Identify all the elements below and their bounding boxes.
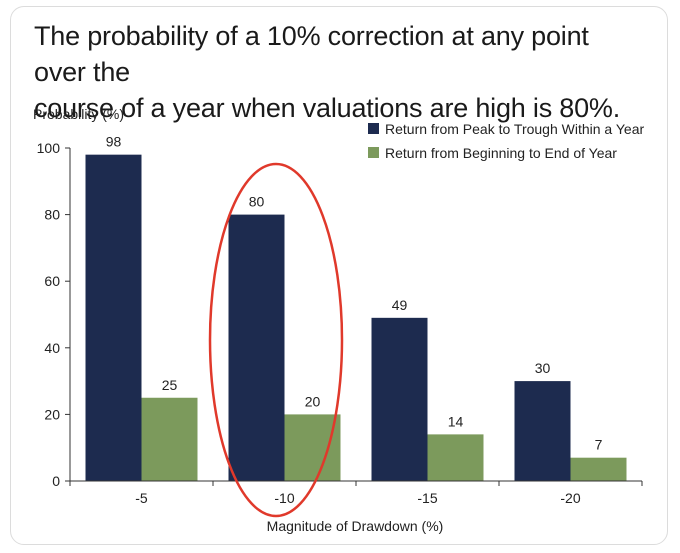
legend-label: Return from Peak to Trough Within a Year xyxy=(385,121,644,137)
x-tick-label: -10 xyxy=(274,490,294,506)
bar-value-label: 49 xyxy=(392,297,408,313)
headline: The probability of a 10% correction at a… xyxy=(34,18,634,126)
bar-peak-to-trough--20 xyxy=(514,381,571,481)
bars: 98 25 80 20 49 14 30 7 xyxy=(85,134,627,481)
y-tick-label: 80 xyxy=(44,207,60,223)
bar-begin-to-end--5 xyxy=(141,397,198,481)
x-axis: -5 -10 -15 -20 xyxy=(69,481,643,506)
x-axis-label: Magnitude of Drawdown (%) xyxy=(267,518,444,534)
y-axis-label: Probability (%) xyxy=(33,106,124,122)
legend-swatch xyxy=(368,123,379,134)
legend-swatch xyxy=(368,147,379,158)
bar-begin-to-end--20 xyxy=(570,457,627,481)
bar-value-label: 25 xyxy=(162,377,178,393)
y-tick-label: 40 xyxy=(44,340,60,356)
x-tick-label: -15 xyxy=(417,490,437,506)
headline-line-2: course of a year when valuations are hig… xyxy=(34,93,621,123)
bar-peak-to-trough--15 xyxy=(371,317,428,481)
y-tick-label: 60 xyxy=(44,273,60,289)
bar-begin-to-end--15 xyxy=(427,434,484,481)
y-tick-label: 100 xyxy=(37,140,61,156)
legend: Return from Peak to Trough Within a Year… xyxy=(368,121,644,161)
y-axis: 0 20 40 60 80 100 xyxy=(37,140,70,489)
headline-line-1: The probability of a 10% correction at a… xyxy=(34,21,589,87)
legend-label: Return from Beginning to End of Year xyxy=(385,145,617,161)
bar-peak-to-trough--5 xyxy=(85,154,142,481)
bar-begin-to-end--10 xyxy=(284,414,341,481)
bar-value-label: 20 xyxy=(305,393,321,409)
bar-peak-to-trough--10 xyxy=(228,214,285,481)
y-tick-label: 0 xyxy=(52,473,60,489)
bar-value-label: 98 xyxy=(106,134,122,150)
bar-value-label: 14 xyxy=(448,413,464,429)
highlight-ellipse xyxy=(208,162,344,518)
x-tick-label: -5 xyxy=(135,490,148,506)
bar-value-label: 7 xyxy=(595,437,603,453)
y-tick-label: 20 xyxy=(44,406,60,422)
bar-value-label: 80 xyxy=(249,194,265,210)
x-tick-label: -20 xyxy=(560,490,580,506)
bar-value-label: 30 xyxy=(535,360,551,376)
